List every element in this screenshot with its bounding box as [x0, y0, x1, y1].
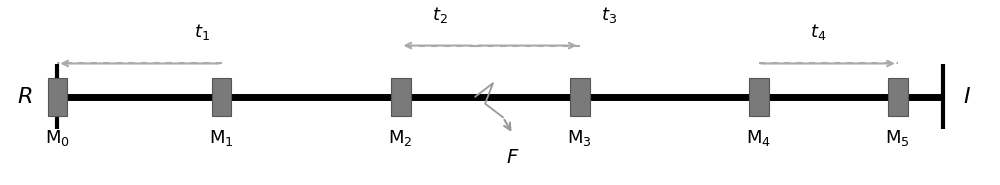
Text: $\mathrm{M}_{2}$: $\mathrm{M}_{2}$ — [388, 127, 413, 148]
Text: $I$: $I$ — [963, 87, 971, 107]
Bar — [749, 78, 769, 116]
Text: $F$: $F$ — [506, 148, 520, 167]
Text: $\mathrm{M}_{3}$: $\mathrm{M}_{3}$ — [567, 127, 592, 148]
Text: $\mathrm{M}_{5}$: $\mathrm{M}_{5}$ — [885, 127, 910, 148]
Text: $t_4$: $t_4$ — [810, 22, 826, 42]
Text: $t_1$: $t_1$ — [194, 22, 210, 42]
Bar — [48, 78, 67, 116]
Text: $t_2$: $t_2$ — [432, 5, 448, 25]
Text: $\mathrm{M}_{0}$: $\mathrm{M}_{0}$ — [45, 127, 70, 148]
Text: $\mathrm{M}_{4}$: $\mathrm{M}_{4}$ — [746, 127, 771, 148]
Bar — [391, 78, 411, 116]
Bar — [888, 78, 908, 116]
Text: $R$: $R$ — [17, 87, 32, 107]
Bar — [570, 78, 590, 116]
Text: $\mathrm{M}_{1}$: $\mathrm{M}_{1}$ — [209, 127, 234, 148]
Text: $t_3$: $t_3$ — [601, 5, 617, 25]
Bar — [212, 78, 231, 116]
